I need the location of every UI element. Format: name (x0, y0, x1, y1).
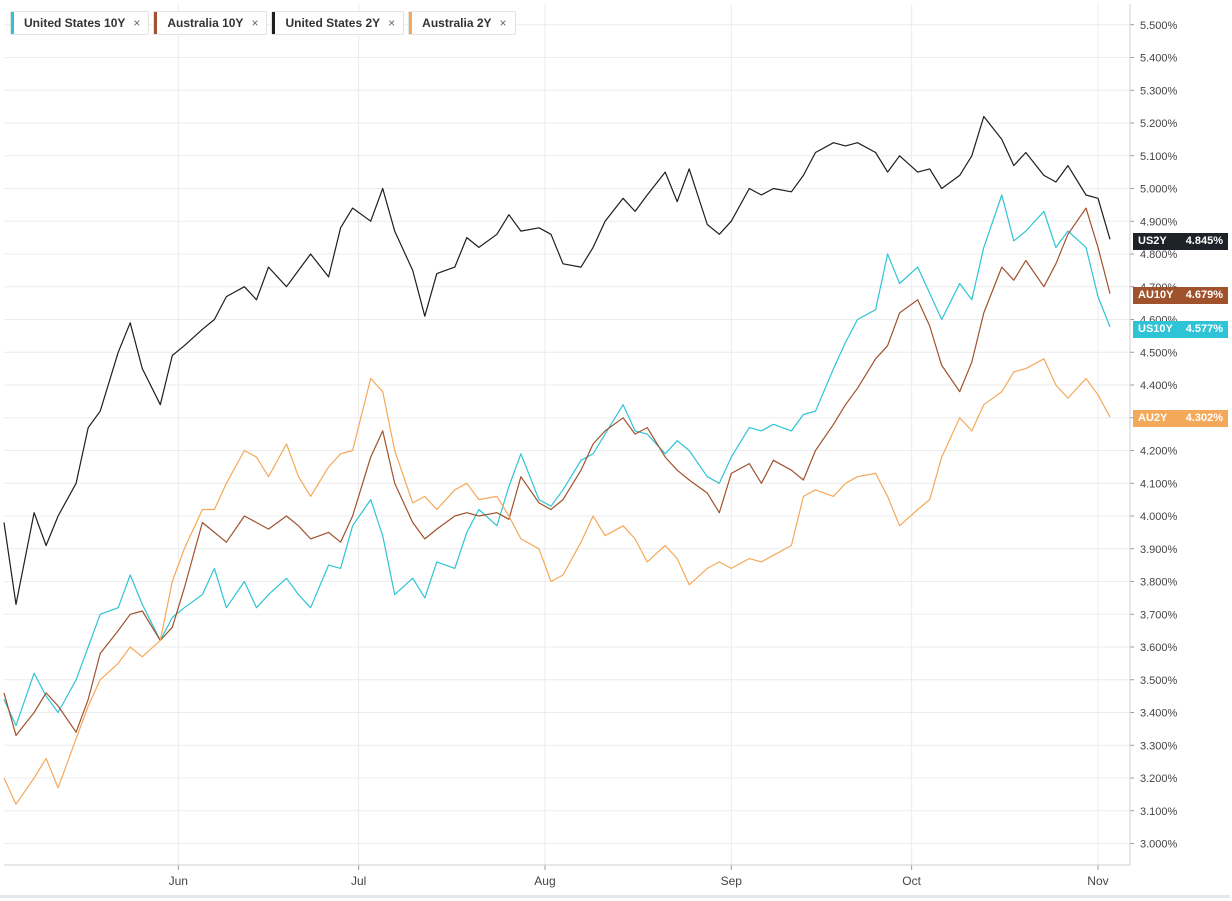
y-tick-label: 3.500% (1140, 675, 1178, 687)
x-tick-label: Jun (169, 874, 188, 888)
y-tick-label: 5.300% (1140, 85, 1178, 97)
y-tick-label: 4.200% (1140, 446, 1178, 458)
y-tick-label: 3.000% (1140, 839, 1178, 851)
x-axis: Jun Jul Aug Sep Oct Nov (4, 864, 1130, 888)
end-tag-value: 4.577% (1185, 323, 1223, 335)
close-icon[interactable]: × (251, 16, 259, 30)
y-tick-label: 4.400% (1140, 380, 1178, 392)
y-tick-label: 3.300% (1140, 740, 1178, 752)
legend-label: United States 10Y (24, 16, 126, 30)
legend-chip-au2y[interactable]: Australia 2Y × (408, 11, 516, 35)
y-tick-label: 5.400% (1140, 53, 1178, 65)
y-tick-label: 3.100% (1140, 806, 1178, 818)
y-tick-label: 3.900% (1140, 544, 1178, 556)
end-tag-label: AU2Y (1138, 412, 1168, 424)
series-line-united-states-10y (3, 194, 1111, 727)
end-tag-au10y: AU10Y 4.679% (1133, 287, 1228, 304)
y-tick-label: 3.400% (1140, 708, 1178, 720)
gridlines (4, 4, 1130, 865)
end-tag-label: AU10Y (1138, 289, 1174, 301)
y-tick-label: 4.900% (1140, 216, 1178, 228)
legend-swatch (154, 12, 158, 34)
series-lines (3, 115, 1111, 805)
close-icon[interactable]: × (388, 16, 396, 30)
y-tick-label: 3.700% (1140, 609, 1178, 621)
close-icon[interactable]: × (133, 16, 141, 30)
y-tick-label: 3.600% (1140, 642, 1178, 654)
y-tick-label: 4.500% (1140, 347, 1178, 359)
end-tag-us2y: US2Y 4.845% (1133, 233, 1228, 250)
legend-chip-au10y[interactable]: Australia 10Y × (153, 11, 268, 35)
end-tag-value: 4.302% (1185, 412, 1223, 424)
legend-swatch (409, 12, 413, 34)
y-tick-label: 4.100% (1140, 478, 1178, 490)
y-tick-label: 5.500% (1140, 20, 1178, 32)
y-tick-label: 3.200% (1140, 773, 1178, 785)
x-tick-label: Oct (902, 874, 921, 888)
x-tick-label: Nov (1087, 874, 1108, 888)
end-tag-value: 4.679% (1185, 289, 1223, 301)
end-tag-value: 4.845% (1185, 235, 1223, 247)
legend: United States 10Y × Australia 10Y × Unit… (10, 11, 516, 35)
legend-swatch (272, 12, 276, 34)
legend-label: Australia 10Y (167, 16, 244, 30)
x-tick-label: Sep (721, 874, 743, 888)
y-tick-label: 5.000% (1140, 184, 1178, 196)
series-line-australia-2y (3, 358, 1111, 805)
end-tag-au2y: AU2Y 4.302% (1133, 410, 1228, 427)
y-axis: 3.000% 3.100% 3.200% 3.300% 3.400% 3.500% 3.60… (1129, 4, 1178, 865)
end-tag-label: US10Y (1138, 323, 1173, 335)
y-tick-label: 4.000% (1140, 511, 1178, 523)
y-tick-label: 3.800% (1140, 577, 1178, 589)
y-tick-label: 5.200% (1140, 118, 1178, 130)
series-line-united-states-2y (3, 115, 1111, 606)
end-tag-us10y: US10Y 4.577% (1133, 321, 1228, 338)
plot-background (4, 4, 1130, 865)
legend-chip-us2y[interactable]: United States 2Y × (271, 11, 405, 35)
legend-label: United States 2Y (285, 16, 381, 30)
legend-label: Australia 2Y (422, 16, 492, 30)
close-icon[interactable]: × (499, 16, 507, 30)
legend-swatch (11, 12, 14, 34)
y-tick-label: 4.800% (1140, 249, 1178, 261)
end-tag-label: US2Y (1138, 235, 1167, 247)
x-tick-label: Aug (534, 874, 555, 888)
x-tick-label: Jul (351, 874, 366, 888)
series-line-australia-10y (3, 207, 1111, 737)
legend-chip-us10y[interactable]: United States 10Y × (10, 11, 150, 35)
y-tick-label: 5.100% (1140, 151, 1178, 163)
